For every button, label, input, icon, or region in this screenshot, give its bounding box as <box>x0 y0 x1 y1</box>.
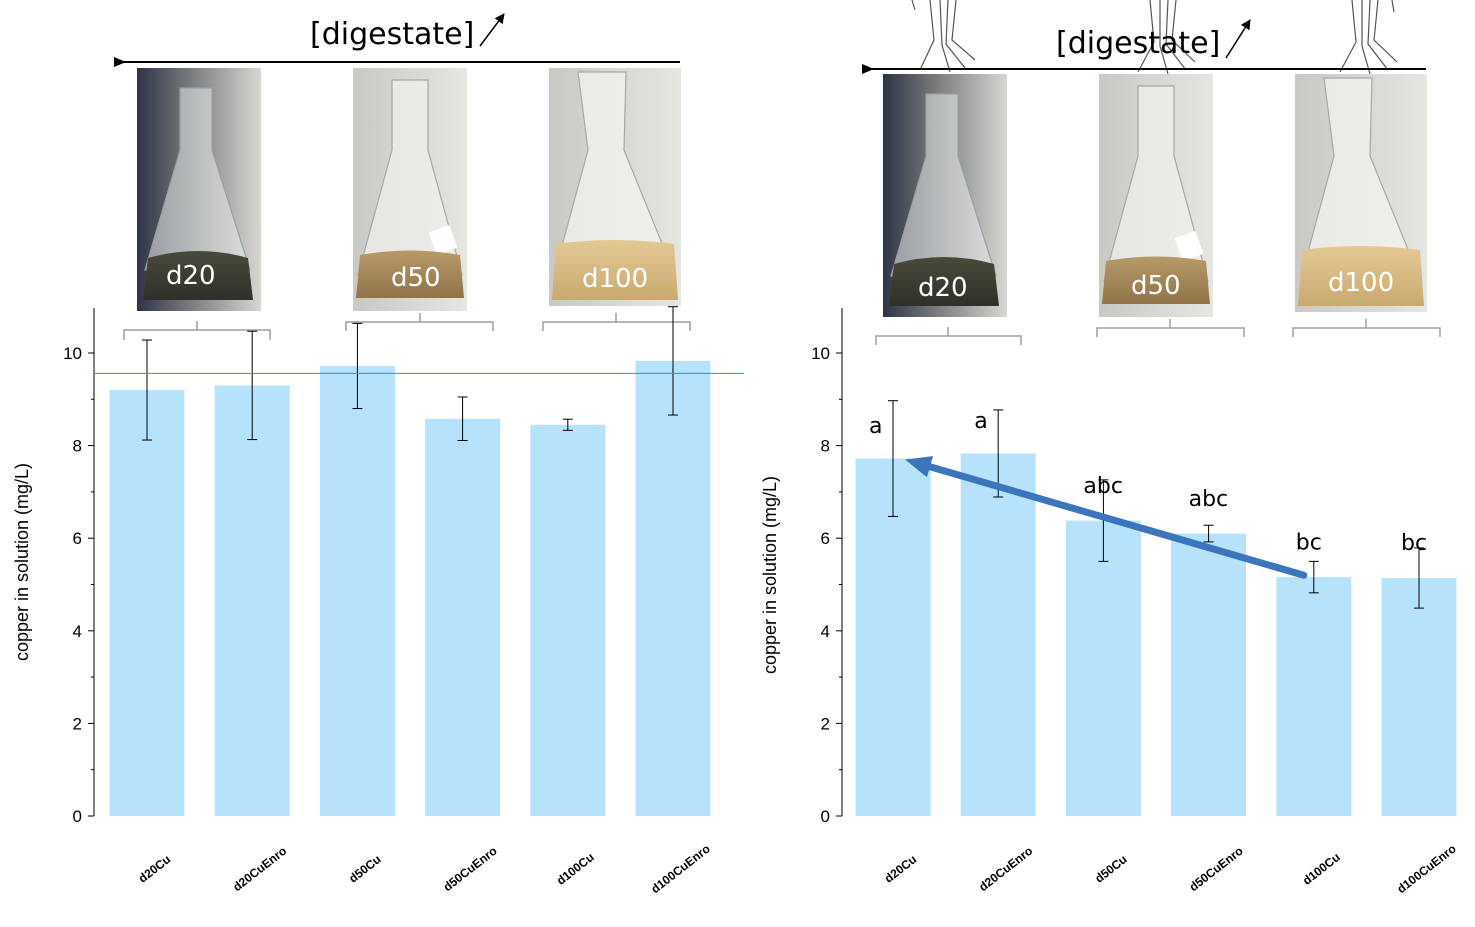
right-flask-label-d50: d50 <box>1131 271 1181 301</box>
y-tick-label: 0 <box>821 807 830 826</box>
right-bracket-d100 <box>1292 319 1441 337</box>
y-tick-label: 8 <box>821 437 830 456</box>
bar-d100Cu <box>530 424 606 816</box>
y-tick-label: 6 <box>821 529 830 548</box>
y-tick-label: 10 <box>63 344 82 363</box>
left-header-label: [digestate] <box>310 17 474 52</box>
significance-letter-d20CuEnro: a <box>974 409 987 434</box>
left-bracket-d20 <box>123 321 271 340</box>
y-tick-label: 10 <box>811 344 830 363</box>
right-y-axis-title: copper in solution (mg/L) <box>760 476 780 674</box>
right-error-bars <box>888 400 1424 609</box>
left-category-labels: d20Cu d20CuEnro d50Cu d50CuEnro d100Cu d100Cu… <box>136 842 713 897</box>
category-label-d20CuEnro: d20CuEnro <box>230 844 289 894</box>
bar-d50CuEnro <box>1171 533 1247 816</box>
right-trend-arrow <box>905 456 1308 579</box>
error-bar-d100Cu <box>1308 560 1319 594</box>
y-tick-label: 8 <box>73 437 82 456</box>
category-label-d20CuEnro: d20CuEnro <box>976 844 1035 894</box>
left-flask-photo-d20: d20 <box>137 68 261 311</box>
category-label-d100CuEnro: d100CuEnro <box>648 842 712 897</box>
left-header: [digestate] <box>114 13 680 67</box>
bar-d50Cu <box>1065 520 1141 816</box>
left-flask-label-d100: d100 <box>582 264 648 294</box>
bar-d20CuEnro <box>960 453 1036 816</box>
left-flask-photo-d100: d100 <box>549 68 681 306</box>
category-label-d100Cu: d100Cu <box>554 850 597 888</box>
category-label-d50Cu: d50Cu <box>1092 852 1130 886</box>
right-flask-label-d20: d20 <box>918 273 968 303</box>
left-flask-label-d50: d50 <box>391 263 441 293</box>
right-flask-photo-d100: d100 <box>1295 74 1427 312</box>
left-error-bars <box>142 306 678 442</box>
significance-letter-d50Cu: abc <box>1083 474 1123 499</box>
significance-letter-d20Cu: a <box>869 414 882 439</box>
bar-d50Cu <box>319 365 395 816</box>
right-bracket-d50 <box>1096 319 1245 337</box>
plant-roots-illustration <box>911 0 1398 75</box>
right-panel: [digestate] d20 d50 d100 <box>760 0 1459 896</box>
category-label-d100Cu: d100Cu <box>1300 850 1343 888</box>
significance-letter-d100CuEnro: bc <box>1401 531 1427 556</box>
bar-d20CuEnro <box>214 385 290 816</box>
bar-d100Cu <box>1276 577 1352 816</box>
error-bar-d20Cu <box>142 339 152 441</box>
y-tick-label: 2 <box>73 714 82 733</box>
right-bars <box>855 453 1457 816</box>
right-category-labels: d20Cu d20CuEnro d50Cu d50CuEnro d100Cu d100Cu… <box>882 842 1459 897</box>
y-tick-label: 6 <box>73 529 82 548</box>
right-y-ticks: 0 2 4 6 8 10 <box>811 344 842 826</box>
y-tick-label: 2 <box>821 714 830 733</box>
bar-d100CuEnro <box>1381 578 1457 816</box>
significance-letter-d50CuEnro: abc <box>1189 487 1229 512</box>
error-bar-d20CuEnro <box>993 409 1004 498</box>
bar-d50CuEnro <box>425 418 501 816</box>
left-header-up-arrow <box>479 13 505 47</box>
error-bar-d50CuEnro <box>1203 524 1214 543</box>
left-bracket-d100 <box>542 313 691 331</box>
category-label-d100CuEnro: d100CuEnro <box>1394 842 1458 897</box>
error-bar-d50Cu <box>352 322 363 410</box>
left-flask-photo-d50: d50 <box>353 68 467 311</box>
right-flask-photo-d20: d20 <box>883 74 1007 317</box>
error-bar-d100CuEnro <box>1414 547 1424 609</box>
right-flask-label-d100: d100 <box>1328 268 1394 298</box>
left-y-ticks: 0 2 4 6 8 10 <box>63 344 94 826</box>
left-flask-label-d20: d20 <box>166 261 216 291</box>
significance-letter-d100Cu: bc <box>1296 530 1322 555</box>
left-bars <box>109 360 711 816</box>
trend-arrow-shaft <box>926 463 1308 579</box>
category-label-d20Cu: d20Cu <box>882 852 920 886</box>
trend-arrow-head <box>905 456 934 478</box>
bar-d20Cu <box>855 458 931 816</box>
left-y-axis-title: copper in solution (mg/L) <box>12 463 32 661</box>
error-bar-d100CuEnro <box>668 306 678 416</box>
y-tick-label: 4 <box>821 622 830 641</box>
right-header: [digestate] <box>862 19 1426 74</box>
error-bar-d20Cu <box>888 400 898 517</box>
category-label-d50CuEnro: d50CuEnro <box>441 844 500 894</box>
error-bar-d20CuEnro <box>247 330 258 441</box>
bar-d20Cu <box>109 390 185 816</box>
y-tick-label: 0 <box>73 807 82 826</box>
error-bar-d50CuEnro <box>457 396 468 442</box>
right-header-up-arrow <box>1225 19 1251 59</box>
error-bar-d100Cu <box>562 418 573 431</box>
right-flask-photo-d50: d50 <box>1099 74 1213 317</box>
category-label-d50Cu: d50Cu <box>346 852 384 886</box>
right-significance-letters: a a abc abc bc bc <box>869 409 1427 556</box>
y-tick-label: 4 <box>73 622 82 641</box>
category-label-d20Cu: d20Cu <box>136 852 174 886</box>
right-bracket-d20 <box>875 327 1022 345</box>
right-header-label: [digestate] <box>1056 26 1220 61</box>
category-label-d50CuEnro: d50CuEnro <box>1187 844 1246 894</box>
left-panel: [digestate] d20 d50 d100 <box>12 13 744 897</box>
left-bracket-d50 <box>345 313 494 331</box>
bar-d100CuEnro <box>635 360 711 816</box>
